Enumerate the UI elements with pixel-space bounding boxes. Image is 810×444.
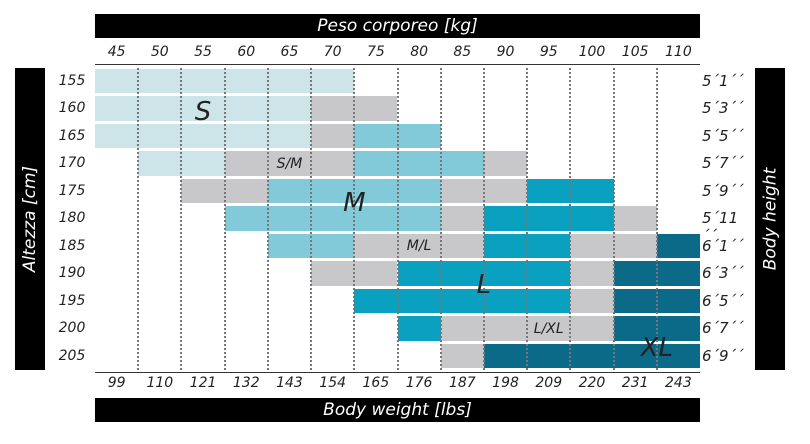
grid-line bbox=[223, 68, 226, 370]
y-tick-ft: 5´7´´ bbox=[702, 154, 744, 173]
size-cell-g bbox=[354, 233, 484, 259]
size-label: M bbox=[343, 187, 366, 218]
x-tick-lbs: 243 bbox=[665, 375, 692, 391]
x-tick-kg: 100 bbox=[578, 44, 606, 60]
x-tick-kg: 55 bbox=[194, 44, 212, 60]
y-tick-ft: 6´1´´ bbox=[702, 236, 744, 255]
size-label: S/M bbox=[276, 156, 303, 173]
bottom-axis-title-text: Body weight [lbs] bbox=[323, 400, 472, 420]
size-cell-g bbox=[613, 206, 657, 231]
x-tick-lbs: 110 bbox=[146, 375, 174, 391]
size-label: XL bbox=[640, 333, 673, 364]
size-label: L bbox=[476, 269, 492, 300]
grid-line bbox=[396, 68, 399, 370]
size-cell-m bbox=[224, 206, 441, 231]
x-tick-lbs: 99 bbox=[107, 375, 126, 391]
size-label: M/L bbox=[406, 238, 432, 255]
y-tick-cm: 190 bbox=[58, 265, 86, 282]
size-cell-m bbox=[354, 151, 484, 176]
grid-line bbox=[612, 68, 615, 370]
top-axis-title-text: Peso corporeo [kg] bbox=[317, 16, 478, 36]
x-tick-lbs: 154 bbox=[319, 375, 347, 391]
size-cell-g bbox=[224, 151, 355, 176]
x-tick-kg: 80 bbox=[410, 44, 429, 60]
grid-line bbox=[137, 68, 140, 370]
size-label: S bbox=[194, 96, 212, 127]
right-axis-title-text: Body height bbox=[760, 167, 781, 271]
grid-line bbox=[569, 68, 572, 370]
x-tick-lbs: 176 bbox=[405, 375, 433, 391]
y-tick-ft: 5´11´´ bbox=[702, 209, 739, 246]
bottom-axis-line bbox=[95, 372, 700, 373]
y-tick-ft: 5´9´´ bbox=[702, 181, 744, 200]
x-tick-lbs: 143 bbox=[276, 375, 303, 391]
size-cell-xl bbox=[483, 343, 700, 368]
x-tick-lbs: 209 bbox=[535, 375, 563, 391]
size-cell-s bbox=[95, 123, 312, 149]
x-tick-kg: 65 bbox=[280, 44, 299, 60]
bottom-axis-title: Body weight [lbs] bbox=[95, 398, 700, 422]
x-tick-lbs: 121 bbox=[189, 375, 217, 391]
y-tick-cm: 195 bbox=[58, 292, 86, 309]
x-tick-kg: 70 bbox=[323, 44, 342, 60]
y-tick-cm: 200 bbox=[58, 320, 86, 337]
x-tick-lbs: 132 bbox=[232, 375, 260, 391]
left-axis-title-text: Altezza [cm] bbox=[20, 165, 41, 273]
x-tick-lbs: 165 bbox=[362, 375, 390, 391]
y-tick-cm: 170 bbox=[58, 155, 86, 172]
y-tick-ft: 6´9´´ bbox=[702, 346, 744, 365]
x-tick-lbs: 198 bbox=[492, 375, 519, 391]
size-cell-s bbox=[95, 96, 312, 121]
y-tick-ft: 6´3´´ bbox=[702, 264, 744, 283]
x-tick-kg: 60 bbox=[237, 44, 256, 60]
left-axis-title: Altezza [cm] bbox=[15, 68, 45, 370]
grid-line bbox=[526, 68, 529, 370]
x-tick-kg: 95 bbox=[539, 44, 558, 60]
top-axis-title: Peso corporeo [kg] bbox=[95, 14, 700, 38]
y-tick-cm: 180 bbox=[58, 210, 86, 227]
x-tick-lbs: 187 bbox=[448, 375, 476, 391]
size-cell-g bbox=[570, 288, 614, 314]
x-tick-kg: 45 bbox=[107, 44, 126, 60]
x-tick-kg: 50 bbox=[150, 44, 169, 60]
x-tick-kg: 75 bbox=[366, 44, 385, 60]
y-tick-cm: 165 bbox=[58, 127, 86, 144]
size-cell-l bbox=[397, 316, 441, 341]
grid-line bbox=[482, 68, 485, 370]
grid-line bbox=[180, 68, 183, 370]
x-tick-kg: 85 bbox=[453, 44, 472, 60]
y-tick-cm: 160 bbox=[58, 100, 86, 117]
y-tick-cm: 175 bbox=[58, 182, 86, 199]
y-tick-cm: 205 bbox=[58, 347, 86, 364]
grid-line bbox=[655, 68, 658, 370]
size-grid: S S/M M M/L L L/XL XL bbox=[95, 68, 700, 370]
x-tick-kg: 90 bbox=[496, 44, 515, 60]
y-tick-ft: 5´5´´ bbox=[702, 126, 744, 145]
top-axis-line bbox=[95, 64, 700, 65]
x-tick-kg: 105 bbox=[621, 44, 649, 60]
x-tick-lbs: 220 bbox=[578, 375, 606, 391]
y-tick-cm: 185 bbox=[58, 237, 86, 254]
grid-line bbox=[353, 68, 356, 370]
size-cell-l bbox=[354, 288, 571, 314]
right-axis-title: Body height bbox=[755, 68, 785, 370]
size-cell-g bbox=[570, 261, 614, 286]
grid-line bbox=[310, 68, 313, 370]
grid-line bbox=[266, 68, 269, 370]
size-cell-g bbox=[440, 206, 484, 231]
size-cell-g bbox=[483, 151, 528, 176]
size-cell-g bbox=[440, 343, 484, 368]
y-tick-ft: 6´7´´ bbox=[702, 319, 744, 338]
y-tick-ft: 5´1´´ bbox=[702, 72, 744, 90]
y-tick-cm: 155 bbox=[58, 73, 86, 89]
grid-line bbox=[439, 68, 442, 370]
size-cell-xl bbox=[656, 233, 700, 259]
size-cell-l bbox=[483, 206, 614, 231]
x-tick-lbs: 231 bbox=[621, 375, 649, 391]
y-tick-ft: 6´5´´ bbox=[702, 291, 744, 310]
x-tick-kg: 110 bbox=[665, 44, 692, 60]
size-cell-g bbox=[311, 123, 355, 149]
size-label: L/XL bbox=[533, 320, 564, 337]
y-tick-ft: 5´3´´ bbox=[702, 99, 744, 118]
